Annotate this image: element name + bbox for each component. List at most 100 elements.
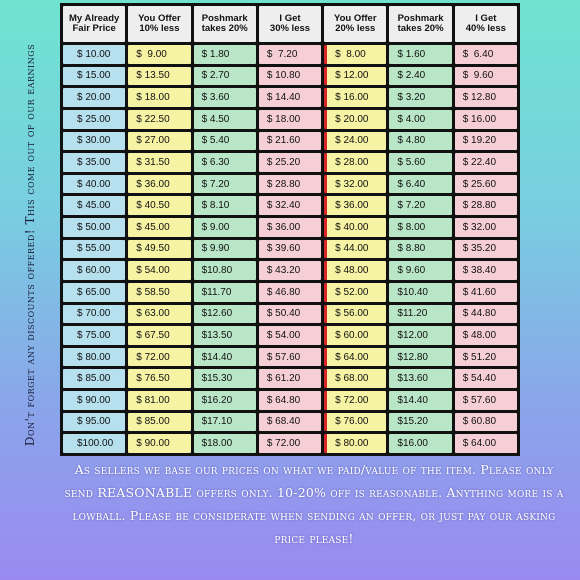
table-row: $ 20.00 $ 18.00 $ 3.60 $ 14.40 $ 16.00 $ 3.20… — [63, 88, 517, 107]
table-cell: $ 40.00 — [63, 174, 126, 194]
table-cell: $ 56.00 — [324, 304, 387, 324]
table-cell: $ 16.00 — [324, 88, 387, 107]
table-row: $ 60.00 $ 54.00 $10.80 $ 43.20 $ 48.00 $ 9.60… — [63, 261, 517, 280]
table-cell: $ 8.10 — [193, 196, 256, 215]
table-cell: $ 50.40 — [258, 304, 322, 324]
table-cell: $ 39.60 — [258, 239, 322, 259]
table-cell: $10.40 — [389, 282, 452, 302]
price-table: My Already Fair Price You Offer 10% less P… — [60, 3, 520, 456]
table-cell: $ 54.40 — [454, 369, 517, 388]
table-cell: $ 15.00 — [63, 66, 126, 86]
table-cell: $ 27.00 — [128, 131, 191, 151]
table-cell: $ 4.80 — [389, 131, 452, 151]
table-cell: $ 24.00 — [324, 131, 387, 151]
table-cell: $ 8.00 — [389, 218, 452, 237]
table-cell: $ 22.40 — [454, 153, 517, 172]
table-cell: $ 1.60 — [389, 45, 452, 64]
table-cell: $ 90.00 — [63, 391, 126, 410]
table-cell: $ 46.80 — [258, 282, 322, 302]
side-note-container: Don't forget any discounts offered! This… — [0, 0, 60, 490]
table-cell: $ 80.00 — [63, 347, 126, 367]
table-cell: $ 95.00 — [63, 412, 126, 432]
table-cell: $ 45.00 — [128, 218, 191, 237]
table-cell: $ 5.60 — [389, 153, 452, 172]
table-cell: $ 1.80 — [193, 45, 256, 64]
header-poshmark-20: Poshmark takes 20% — [193, 6, 256, 42]
table-cell: $ 85.00 — [63, 369, 126, 388]
table-row: $ 90.00 $ 81.00 $16.20 $ 64.80 $ 72.00 $14.40… — [63, 391, 517, 410]
table-cell: $12.60 — [193, 304, 256, 324]
table-cell: $ 85.00 — [128, 412, 191, 432]
table-cell: $ 60.00 — [324, 326, 387, 345]
table-cell: $ 57.60 — [454, 391, 517, 410]
table-row: $ 10.00 $ 9.00 $ 1.80 $ 7.20 $ 8.00 $ 1.60 $ 6… — [63, 45, 517, 64]
table-cell: $ 31.50 — [128, 153, 191, 172]
table-cell: $ 20.00 — [324, 109, 387, 129]
table-cell: $ 10.00 — [63, 45, 126, 64]
table-cell: $ 28.00 — [324, 153, 387, 172]
table-cell: $ 3.20 — [389, 88, 452, 107]
table-cell: $ 41.60 — [454, 282, 517, 302]
table-cell: $ 21.60 — [258, 131, 322, 151]
table-cell: $14.40 — [193, 347, 256, 367]
header-i-get-40: I Get 40% less — [454, 6, 517, 42]
table-cell: $ 80.00 — [324, 434, 387, 453]
table-cell: $ 40.00 — [324, 218, 387, 237]
table-cell: $ 75.00 — [63, 326, 126, 345]
table-cell: $ 28.80 — [454, 196, 517, 215]
table-cell: $ 30.00 — [63, 131, 126, 151]
table-cell: $ 72.00 — [258, 434, 322, 453]
table-cell: $100.00 — [63, 434, 126, 453]
table-cell: $ 48.00 — [324, 261, 387, 280]
table-row: $ 45.00 $ 40.50 $ 8.10 $ 32.40 $ 36.00 $ 7.20… — [63, 196, 517, 215]
header-offer-10: You Offer 10% less — [128, 6, 191, 42]
side-note: Don't forget any discounts offered! This… — [22, 43, 37, 447]
table-cell: $ 12.80 — [454, 88, 517, 107]
table-cell: $ 61.20 — [258, 369, 322, 388]
table-cell: $ 70.00 — [63, 304, 126, 324]
table-row: $ 30.00 $ 27.00 $ 5.40 $ 21.60 $ 24.00 $ 4.80… — [63, 131, 517, 151]
header-i-get-30: I Get 30% less — [258, 6, 322, 42]
table-cell: $ 13.50 — [128, 66, 191, 86]
price-table-container: My Already Fair Price You Offer 10% less P… — [60, 3, 520, 456]
table-cell: $ 9.60 — [454, 66, 517, 86]
table-cell: $ 65.00 — [63, 282, 126, 302]
table-cell: $ 54.00 — [128, 261, 191, 280]
table-row: $ 40.00 $ 36.00 $ 7.20 $ 28.80 $ 32.00 $ 6.40… — [63, 174, 517, 194]
table-cell: $ 64.80 — [258, 391, 322, 410]
table-cell: $ 7.20 — [258, 45, 322, 64]
table-cell: $ 72.00 — [324, 391, 387, 410]
table-row: $ 65.00 $ 58.50 $11.70 $ 46.80 $ 52.00 $10.40… — [63, 282, 517, 302]
table-cell: $ 40.50 — [128, 196, 191, 215]
table-cell: $17.10 — [193, 412, 256, 432]
table-cell: $ 9.90 — [193, 239, 256, 259]
table-cell: $ 32.40 — [258, 196, 322, 215]
table-cell: $ 32.00 — [454, 218, 517, 237]
bottom-note: As sellers we base our prices on what we… — [64, 462, 564, 546]
table-cell: $ 48.00 — [454, 326, 517, 345]
table-row: $ 55.00 $ 49.50 $ 9.90 $ 39.60 $ 44.00 $ 8.80… — [63, 239, 517, 259]
table-cell: $ 38.40 — [454, 261, 517, 280]
table-cell: $ 18.00 — [128, 88, 191, 107]
table-cell: $ 7.20 — [193, 174, 256, 194]
table-cell: $ 9.00 — [128, 45, 191, 64]
table-cell: $ 19.20 — [454, 131, 517, 151]
table-cell: $ 2.40 — [389, 66, 452, 86]
table-cell: $ 8.00 — [324, 45, 387, 64]
table-cell: $ 58.50 — [128, 282, 191, 302]
table-row: $ 95.00 $ 85.00 $17.10 $ 68.40 $ 76.00 $15.20… — [63, 412, 517, 432]
table-cell: $ 43.20 — [258, 261, 322, 280]
table-row: $ 35.00 $ 31.50 $ 6.30 $ 25.20 $ 28.00 $ 5.60… — [63, 153, 517, 172]
table-cell: $ 60.00 — [63, 261, 126, 280]
table-cell: $ 16.00 — [454, 109, 517, 129]
table-cell: $ 60.80 — [454, 412, 517, 432]
table-row: $ 80.00 $ 72.00 $14.40 $ 57.60 $ 64.00 $12.80… — [63, 347, 517, 367]
table-cell: $ 4.50 — [193, 109, 256, 129]
table-cell: $15.30 — [193, 369, 256, 388]
table-cell: $ 81.00 — [128, 391, 191, 410]
table-cell: $ 44.00 — [324, 239, 387, 259]
table-cell: $ 4.00 — [389, 109, 452, 129]
table-cell: $16.20 — [193, 391, 256, 410]
table-cell: $ 35.20 — [454, 239, 517, 259]
header-row: My Already Fair Price You Offer 10% less P… — [63, 6, 517, 42]
